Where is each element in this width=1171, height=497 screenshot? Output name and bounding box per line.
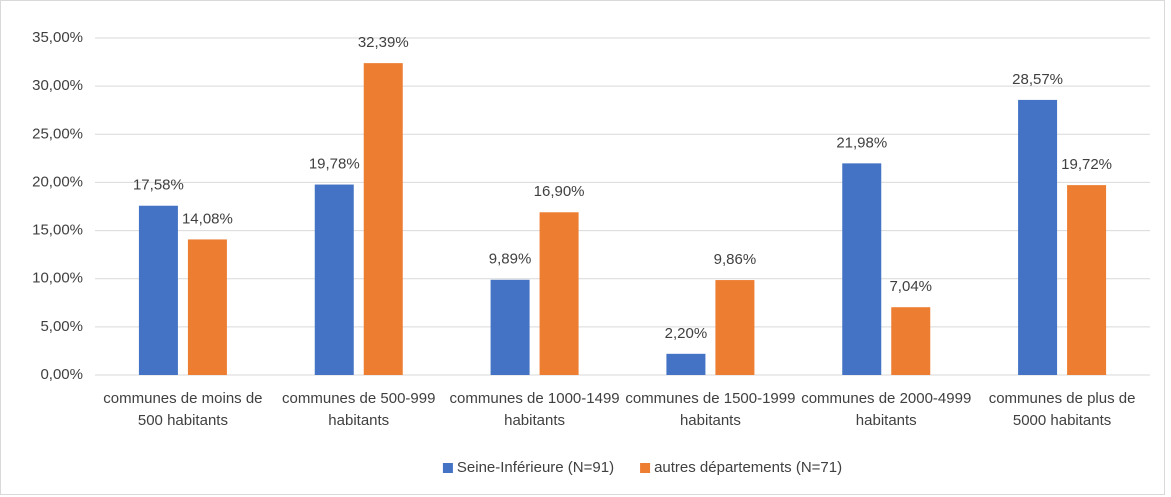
x-tick-line: 5000 habitants	[1013, 412, 1111, 429]
y-tick-label: 5,00%	[40, 318, 83, 335]
legend-swatch	[640, 463, 651, 473]
data-label: 16,90%	[534, 183, 585, 200]
legend: Seine-Inférieure (N=91) autres départemen…	[442, 459, 842, 476]
x-tick-label: communes de plus de 5000 habitants	[989, 390, 1136, 429]
x-tick-line: communes de 500-999	[282, 390, 435, 407]
x-tick-line: habitants	[856, 412, 917, 429]
x-tick-line: 500 habitants	[138, 412, 228, 429]
data-label: 2,20%	[665, 325, 708, 342]
x-tick-label: communes de moins de 500 habitants	[103, 390, 262, 429]
y-tick-label: 25,00%	[32, 125, 83, 142]
legend-label: Seine-Inférieure (N=91)	[457, 459, 614, 476]
bar	[715, 280, 755, 375]
data-label: 19,78%	[309, 156, 360, 173]
x-tick-line: habitants	[328, 412, 389, 429]
x-tick-line: communes de moins de	[103, 390, 262, 407]
y-tick-label: 30,00%	[32, 77, 83, 94]
y-tick-label: 0,00%	[40, 366, 83, 383]
bar	[891, 307, 931, 375]
x-tick-label: communes de 500-999 habitants	[282, 390, 435, 429]
bar	[1018, 99, 1058, 375]
data-label: 28,57%	[1012, 71, 1063, 88]
y-tick-label: 10,00%	[32, 270, 83, 287]
legend-swatch	[442, 463, 453, 473]
data-label: 17,58%	[133, 177, 184, 194]
bar	[138, 205, 178, 375]
bar	[666, 353, 706, 375]
x-tick-line: habitants	[504, 412, 565, 429]
data-label: 9,89%	[489, 251, 532, 268]
x-tick-line: communes de plus de	[989, 390, 1136, 407]
data-label: 19,72%	[1061, 156, 1112, 173]
data-label: 7,04%	[889, 278, 932, 295]
bar	[314, 184, 354, 375]
x-tick-label: communes de 1000-1499 habitants	[450, 390, 620, 429]
y-tick-label: 35,00%	[32, 29, 83, 46]
data-label: 21,98%	[836, 134, 887, 151]
bar	[539, 212, 579, 375]
y-tick-label: 15,00%	[32, 222, 83, 239]
bar	[490, 279, 530, 375]
bar	[187, 239, 227, 375]
bar	[363, 63, 403, 375]
data-label: 9,86%	[714, 251, 757, 268]
x-tick-line: communes de 2000-4999	[801, 390, 971, 407]
x-tick-line: communes de 1500-1999	[625, 390, 795, 407]
x-tick-label: communes de 2000-4999 habitants	[801, 390, 971, 429]
data-label: 32,39%	[358, 34, 409, 51]
legend-label: autres départements (N=71)	[654, 459, 842, 476]
data-label: 14,08%	[182, 210, 233, 227]
x-tick-line: habitants	[680, 412, 741, 429]
x-tick-label: communes de 1500-1999 habitants	[625, 390, 795, 429]
bar	[842, 163, 882, 375]
x-tick-line: communes de 1000-1499	[450, 390, 620, 407]
bar	[1067, 185, 1107, 375]
y-tick-label: 20,00%	[32, 173, 83, 190]
